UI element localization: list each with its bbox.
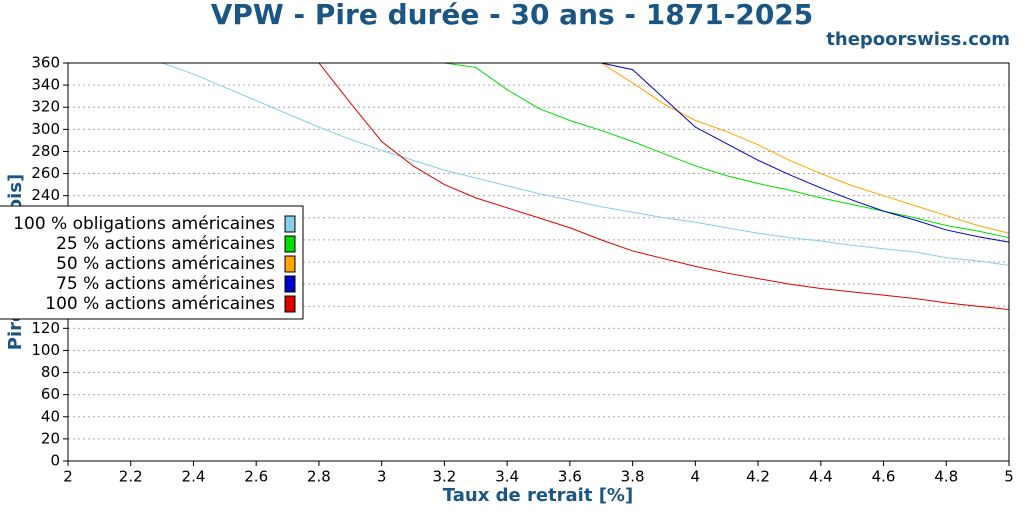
x-tick-label: 4.2 (746, 468, 770, 486)
legend-label: 100 % actions américaines (45, 294, 275, 314)
legend-box (0, 205, 304, 320)
legend-label: 100 % obligations américaines (13, 214, 275, 234)
y-tick-label: 40 (41, 407, 60, 425)
y-tick-label: 20 (41, 429, 60, 447)
y-tick-label: 260 (31, 164, 60, 182)
y-tick-label: 80 (41, 363, 60, 381)
x-tick-label: 5 (1004, 468, 1014, 486)
x-tick-label: 4 (691, 468, 701, 486)
x-tick-label: 3.4 (495, 468, 519, 486)
x-tick-label: 4.4 (809, 468, 833, 486)
x-tick-label: 2.4 (182, 468, 206, 486)
y-tick-label: 340 (31, 76, 60, 94)
y-tick-label: 120 (31, 319, 60, 337)
x-tick-label: 3.2 (432, 468, 456, 486)
x-tick-label: 2.6 (244, 468, 268, 486)
subtitle: thepoorswiss.com (826, 29, 1010, 50)
y-tick-label: 100 (31, 341, 60, 359)
legend-swatch (284, 235, 296, 253)
x-tick-label: 3 (377, 468, 387, 486)
x-tick-label: 3.6 (558, 468, 582, 486)
y-tick-label: 280 (31, 142, 60, 160)
legend-swatch (284, 295, 296, 313)
y-tick-label: 300 (31, 120, 60, 138)
y-tick-label: 60 (41, 385, 60, 403)
legend-swatch (284, 215, 296, 233)
legend-swatch (284, 275, 296, 293)
x-tick-label: 2 (63, 468, 73, 486)
y-tick-label: 320 (31, 98, 60, 116)
x-tick-label: 4.8 (934, 468, 958, 486)
series-line (68, 62, 1010, 266)
x-tick-label: 2.8 (307, 468, 331, 486)
x-axis-label: Taux de retrait [%] (443, 485, 633, 506)
y-tick-label: 360 (31, 54, 60, 72)
legend-label: 50 % actions américaines (56, 254, 275, 274)
x-tick-label: 2.2 (119, 468, 143, 486)
legend-label: 75 % actions américaines (56, 274, 275, 294)
y-tick-label: 0 (50, 452, 60, 470)
x-tick-label: 3.8 (621, 468, 645, 486)
legend-label: 25 % actions américaines (56, 234, 275, 254)
legend-swatch (284, 255, 296, 273)
chart-title: VPW - Pire durée - 30 ans - 1871-2025 (211, 0, 814, 31)
y-tick-label: 240 (31, 186, 60, 204)
x-tick-label: 4.6 (872, 468, 896, 486)
